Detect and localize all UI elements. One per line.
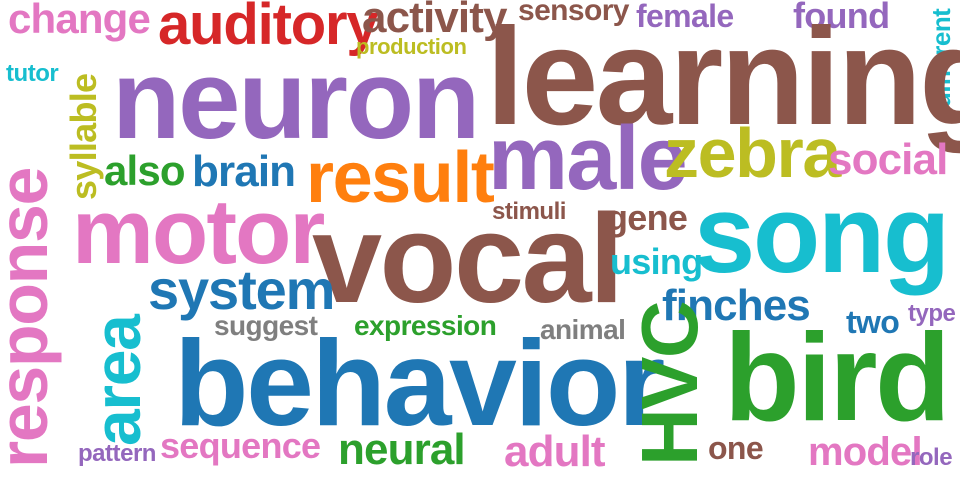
word-found: found: [793, 0, 890, 36]
word-song: song: [694, 173, 950, 296]
word-stimuli: stimuli: [492, 198, 566, 225]
word-two: two: [846, 304, 900, 340]
word-gene: gene: [606, 197, 688, 238]
word-neuron: neuron: [112, 37, 480, 162]
word-suggest: suggest: [214, 310, 318, 341]
word-male: male: [488, 109, 688, 209]
word-neural: neural: [338, 425, 466, 474]
word-using: using: [610, 241, 703, 282]
word-type: type: [908, 300, 956, 327]
word-expression: expression: [354, 310, 497, 341]
word-zebra: zebra: [664, 114, 841, 192]
word-change: change: [8, 0, 151, 42]
word-area: area: [80, 315, 154, 446]
word-hvc: HVC: [625, 301, 714, 466]
word-role: role: [910, 444, 953, 471]
word-learning: learning: [486, 0, 960, 154]
word-behavior: behavior: [174, 315, 665, 451]
word-female: female: [636, 0, 734, 34]
word-tutor: tutor: [6, 60, 59, 87]
word-animal: animal: [540, 314, 626, 345]
word-vocal: vocal: [312, 188, 624, 329]
word-production: production: [356, 34, 467, 59]
word-pattern: pattern: [78, 440, 156, 467]
word-one: one: [708, 430, 764, 466]
word-response: response: [0, 167, 62, 468]
word-bird: bird: [724, 309, 951, 447]
word-brain: brain: [192, 147, 296, 196]
word-sequence: sequence: [160, 425, 321, 466]
word-auditory: auditory: [158, 0, 379, 57]
word-motor: motor: [72, 181, 325, 283]
word-result: result: [306, 138, 495, 218]
word-activity: activity: [362, 0, 507, 42]
word-sensory: sensory: [518, 0, 629, 27]
word-finches: finches: [662, 281, 811, 330]
word-model: model: [808, 430, 923, 474]
word-social: social: [828, 135, 948, 184]
word-also: also: [104, 147, 186, 194]
word-system: system: [148, 258, 335, 321]
word-adult: adult: [504, 427, 606, 476]
